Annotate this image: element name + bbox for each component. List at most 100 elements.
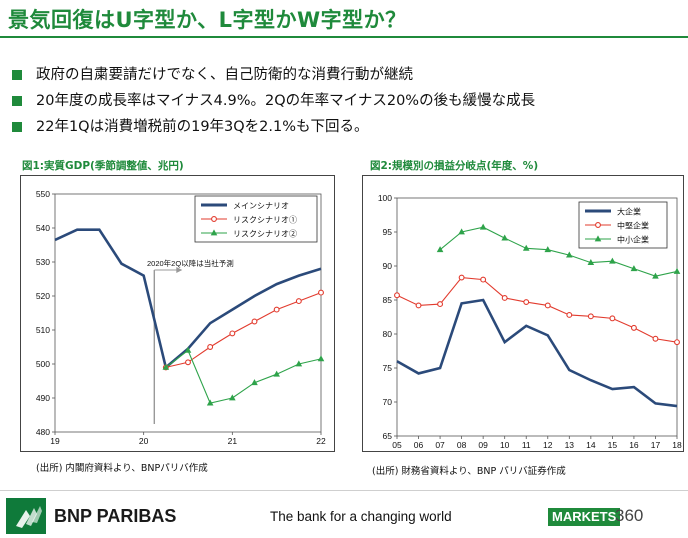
y-tick-label: 480 xyxy=(36,427,50,437)
data-point xyxy=(479,223,487,230)
bullet-text: 政府の自粛要請だけでなく、自己防衛的な消費行動が継続 xyxy=(36,67,413,83)
y-tick-label: 500 xyxy=(36,359,50,369)
x-tick-label: 08 xyxy=(457,440,467,450)
data-point xyxy=(317,355,325,362)
figure1-source: (出所) 内閣府資料より、BNPパリバ作成 xyxy=(36,463,208,474)
x-tick-label: 09 xyxy=(478,440,488,450)
series-line xyxy=(165,349,322,404)
data-point xyxy=(184,346,192,353)
data-point xyxy=(595,222,601,228)
data-point xyxy=(609,315,616,322)
data-point xyxy=(210,229,218,236)
data-point xyxy=(544,246,552,253)
legend-label: 中堅企業 xyxy=(617,221,649,231)
data-point xyxy=(458,274,465,281)
figure2-source: (出所) 財務省資料より、BNP パリバ証券作成 xyxy=(372,466,566,477)
x-tick-label: 18 xyxy=(672,440,682,450)
markets-number: 360 xyxy=(615,506,644,525)
data-point xyxy=(185,359,191,366)
y-tick-label: 520 xyxy=(36,291,50,301)
x-tick-label: 15 xyxy=(608,440,618,450)
x-tick-label: 20 xyxy=(139,436,149,446)
y-tick-label: 90 xyxy=(383,261,393,271)
y-tick-label: 65 xyxy=(383,431,393,441)
figure2-chart-box: 65 70 75 80 85 90 95 100 05 06 07 08 09 10 11 12 13 14 15 1… xyxy=(362,175,684,452)
data-point xyxy=(630,324,637,331)
y-tick-label: 70 xyxy=(383,397,393,407)
data-point xyxy=(229,330,236,337)
x-tick-label: 12 xyxy=(543,440,553,450)
x-tick-label: 21 xyxy=(228,436,238,446)
bullet-square-icon xyxy=(12,122,22,132)
bullet-list: 政府の自粛要請だけでなく、自己防衛的な消費行動が継続 20年度の成長率はマイナス… xyxy=(10,62,680,140)
x-tick-label: 05 xyxy=(392,440,402,450)
y-tick-label: 75 xyxy=(383,363,393,373)
data-point xyxy=(594,235,602,242)
legend-label: リスクシナリオ① xyxy=(233,216,297,225)
x-tick-label: 11 xyxy=(522,440,531,450)
footer-divider xyxy=(0,490,688,491)
bnp-paribas-logo-icon xyxy=(6,498,46,534)
data-point xyxy=(566,312,573,318)
data-point xyxy=(544,302,551,309)
x-tick-label: 22 xyxy=(316,436,326,446)
x-tick-label: 19 xyxy=(50,436,60,446)
y-tick-label: 550 xyxy=(36,189,50,199)
data-point xyxy=(523,299,530,305)
data-point xyxy=(437,301,444,308)
y-tick-label: 490 xyxy=(36,393,50,403)
series-line xyxy=(396,276,678,343)
data-point xyxy=(436,246,444,253)
bullet-text: 22年1Qは消費増税前の19年3Qを2.1%も下回る。 xyxy=(36,119,369,135)
figure1-chart: 480 490 500 510 520 530 540 550 19 20 21 22 2020年2Q以… xyxy=(36,189,326,446)
data-point xyxy=(480,276,487,283)
data-point xyxy=(394,292,400,299)
figure2-title: 図2:規模別の損益分岐点(年度、%) xyxy=(370,160,539,172)
data-point xyxy=(587,259,595,265)
data-point xyxy=(674,339,680,346)
data-point xyxy=(501,234,508,241)
legend-label: メインシナリオ xyxy=(233,202,289,211)
data-point xyxy=(318,289,324,296)
data-point xyxy=(273,306,280,313)
y-tick-label: 510 xyxy=(36,325,50,335)
data-point xyxy=(630,265,638,272)
data-point xyxy=(652,335,659,342)
bullet-item: 22年1Qは消費増税前の19年3Qを2.1%も下回る。 xyxy=(10,114,680,140)
legend-label: 大企業 xyxy=(617,207,641,217)
title-divider xyxy=(0,36,688,38)
x-tick-label: 07 xyxy=(435,440,445,450)
data-point xyxy=(229,394,236,401)
data-point xyxy=(673,267,681,274)
data-point xyxy=(295,360,303,367)
forecast-annotation: 2020年2Q以降は当社予測 xyxy=(147,258,234,268)
y-tick-label: 530 xyxy=(36,257,50,267)
data-point xyxy=(501,295,508,301)
annotation-arrowhead xyxy=(176,267,183,273)
tagline: The bank for a changing world xyxy=(270,509,452,524)
legend-label: リスクシナリオ② xyxy=(233,230,297,239)
series-line xyxy=(54,228,322,370)
figure1-chart-box: 480 490 500 510 520 530 540 550 19 20 21 22 2020年2Q以… xyxy=(20,175,335,452)
data-point xyxy=(206,399,214,406)
plot-area xyxy=(54,193,322,433)
bullet-square-icon xyxy=(12,70,22,80)
bullet-item: 政府の自粛要請だけでなく、自己防衛的な消費行動が継続 xyxy=(10,62,680,88)
plot-area xyxy=(396,197,678,437)
data-point xyxy=(211,216,217,222)
data-point xyxy=(251,379,258,386)
data-point xyxy=(251,318,258,325)
data-point xyxy=(295,298,302,305)
data-point xyxy=(458,228,465,235)
x-tick-label: 16 xyxy=(629,440,639,450)
y-tick-label: 80 xyxy=(383,329,393,339)
figure1-title: 図1:実質GDP(季節調整値、兆円) xyxy=(22,160,184,172)
y-tick-label: 95 xyxy=(383,227,393,237)
data-point xyxy=(162,363,170,370)
x-tick-label: 06 xyxy=(414,440,424,450)
bullet-text: 20年度の成長率はマイナス4.9%。2Qの年率マイナス20%の後も緩慢な成長 xyxy=(36,93,536,109)
x-tick-label: 14 xyxy=(586,440,596,450)
data-point xyxy=(587,313,594,320)
figure2-chart: 65 70 75 80 85 90 95 100 05 06 07 08 09 10 11 12 13 14 15 1… xyxy=(378,193,682,450)
data-point xyxy=(207,344,214,350)
